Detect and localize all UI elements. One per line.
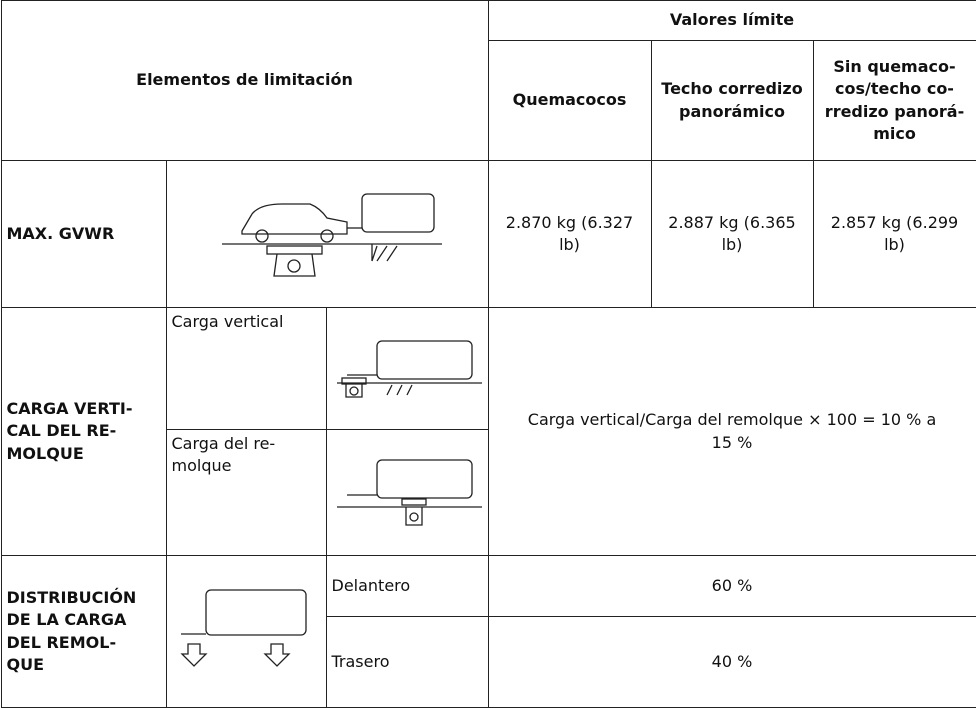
value-cell: Carga vertical/Carga del remolque × 100 … [488,307,976,556]
illustration-cell [326,429,488,556]
row-label: CARGA VERTI- CAL DEL RE- MOLQUE [1,307,166,556]
distribution-illustration [176,582,316,682]
value-cell: 2.887 kg (6.365 lb) [651,161,813,308]
illustration-cell [166,556,326,708]
header-cell: Elementos de limitación [1,1,488,161]
item-cell: Carga del re- molque [166,429,326,556]
row-label: MAX. GVWR [1,161,166,308]
value-cell: 60 % [488,556,976,616]
value-cell: 40 % [488,616,976,708]
row-label: DISTRIBUCIÓN DE LA CARGA DEL REMOL- QUE [1,556,166,708]
gvwr-illustration [212,186,442,281]
page: Elementos de limitación Valores límite Q… [0,0,976,566]
value-cell: 2.857 kg (6.299 lb) [813,161,976,308]
item-cell: Trasero [326,616,488,708]
column-header: Techo corredizo panorámico [651,41,813,161]
item-cell: Delantero [326,556,488,616]
value-cell: 2.870 kg (6.327 lb) [488,161,651,308]
column-header: Quemacocos [488,41,651,161]
item-cell: Carga vertical [166,307,326,429]
illustration-cell [166,161,488,308]
trailer-load-illustration [332,455,482,530]
illustration-cell [326,307,488,429]
column-header: Sin quemaco- cos/techo co- rredizo panor… [813,41,976,161]
vertical-load-illustration [332,333,482,403]
header-cell: Valores límite [488,1,976,41]
